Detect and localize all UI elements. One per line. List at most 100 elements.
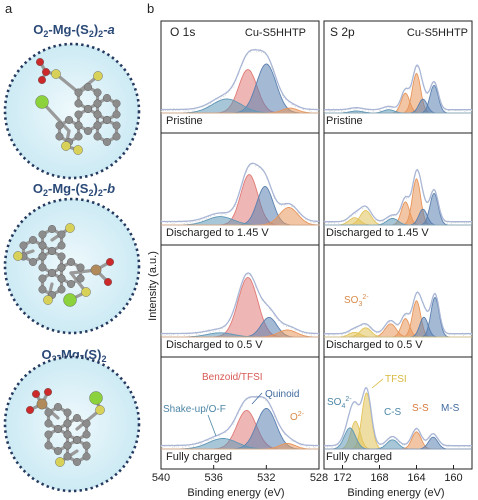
structure-title-a: O2-Mg-(S2)2-a (33, 22, 115, 39)
carbon-atom (63, 430, 72, 439)
carbon-atom (44, 408, 53, 417)
carbon-atom (102, 137, 111, 146)
carbon-atom (74, 121, 83, 130)
carbon-atom (72, 458, 81, 467)
carbon-atom (48, 246, 57, 255)
plot-cell-o1s-2 (160, 244, 320, 358)
copper-atom (90, 264, 102, 276)
carbon-atom (102, 115, 111, 124)
carbon-atom (38, 241, 47, 250)
annotation-benzoid-tfsi: Benzoid/TFSI (202, 372, 263, 383)
carbon-atom (82, 430, 91, 439)
oxygen-atom (42, 67, 51, 76)
carbon-atom (57, 274, 66, 283)
annotation-cs: C-S (384, 407, 402, 418)
carbon-atom (29, 235, 38, 244)
plot-cell-s2p-2 (323, 244, 473, 358)
fit-envelope (324, 291, 472, 335)
annotation-shakeup-of: Shake-up/O-F (163, 404, 226, 415)
carbon-atom (63, 419, 72, 428)
carbon-atom (112, 132, 121, 141)
annotation-so3: SO32- (344, 294, 369, 308)
o1s-material-label: Cu-S5HHTP (245, 27, 306, 39)
sulfur-atom (65, 223, 75, 233)
carbon-atom (74, 132, 83, 141)
carbon-atom (57, 252, 66, 261)
carbon-atom (38, 285, 47, 294)
molecule-2 (26, 388, 105, 467)
carbon-atom (74, 88, 83, 97)
carbon-atom (57, 230, 66, 239)
oxygen-atom (44, 388, 53, 397)
o1s-state-label-3: Fully charged (166, 451, 232, 463)
carbon-atom (38, 230, 47, 239)
carbon-atom (38, 274, 47, 283)
x-tick-label: 160 (444, 472, 462, 484)
plot-frame (160, 20, 320, 134)
x-tick-label: 164 (407, 472, 425, 484)
sulfur-atom (55, 457, 65, 467)
s2p-state-label-3: Fully charged (326, 451, 392, 463)
sulfur-atom (43, 295, 53, 305)
sulfur-atom (73, 145, 83, 155)
carbon-atom (112, 110, 121, 119)
carbon-atom (57, 263, 66, 272)
x-axis-label-s2p: Binding energy (eV) (347, 487, 444, 499)
carbon-atom (44, 430, 53, 439)
carbon-atom (93, 99, 102, 108)
carbon-atom (63, 452, 72, 461)
carbon-atom (82, 452, 91, 461)
molecule-bond (75, 408, 102, 431)
plot-cell-o1s-0 (160, 20, 320, 134)
carbon-atom (55, 132, 64, 141)
annotation-leaders-o1s (207, 392, 263, 437)
fit-envelope (161, 396, 319, 447)
y-axis-label: Intensity (a.u.) (147, 251, 159, 321)
carbon-atom (112, 99, 121, 108)
oxygen-atom (32, 390, 41, 399)
x-tick-label: 528 (310, 472, 328, 484)
carbon-atom (63, 408, 72, 417)
xps-plots (160, 20, 473, 470)
carbon-atom (38, 263, 47, 272)
plot-frame (323, 244, 473, 358)
carbon-atom (83, 82, 92, 91)
carbon-atom (66, 258, 75, 267)
carbon-atom (74, 110, 83, 119)
magnesium-atom (89, 391, 103, 405)
structure-title-b: O2-Mg-(S2)2-b (33, 181, 115, 198)
fit-envelope (161, 49, 319, 111)
s2p-state-label-1: Discharged to 1.45 V (326, 227, 429, 239)
carbon-atom (72, 414, 81, 423)
sulfur-atom (95, 405, 105, 415)
raw-data-trace (160, 162, 320, 225)
carbon-atom (57, 241, 66, 250)
s2p-element-label: S 2p (330, 25, 355, 39)
carbon-atom (76, 263, 85, 272)
carbon-atom (54, 425, 63, 434)
oxygen-atom (36, 58, 45, 67)
molecule-circle-2 (3, 355, 141, 493)
carbon-atom (74, 99, 83, 108)
annotation-quinoid: Quinoid (265, 389, 299, 400)
carbon-atom (112, 121, 121, 130)
carbon-atom (83, 104, 92, 113)
carbon-atom (82, 419, 91, 428)
oxygen-atom (103, 278, 112, 287)
carbon-atom (19, 241, 28, 250)
sulfur-atom (81, 287, 91, 297)
copper-atom (36, 398, 48, 410)
molecule-1 (13, 223, 114, 307)
s2p-material-label: Cu-S5HHTP (407, 27, 468, 39)
o1s-state-label-2: Discharged to 0.5 V (166, 339, 263, 351)
sulfur-atom (51, 69, 61, 79)
x-tick-label: 172 (333, 472, 351, 484)
x-tick-label: 532 (257, 472, 275, 484)
x-tick-label: 540 (152, 472, 170, 484)
fit-envelope (161, 162, 319, 223)
fit-envelope (324, 387, 472, 447)
oxygen-atom (38, 75, 47, 84)
s2p-state-label-2: Discharged to 0.5 V (326, 339, 423, 351)
carbon-atom (76, 274, 85, 283)
